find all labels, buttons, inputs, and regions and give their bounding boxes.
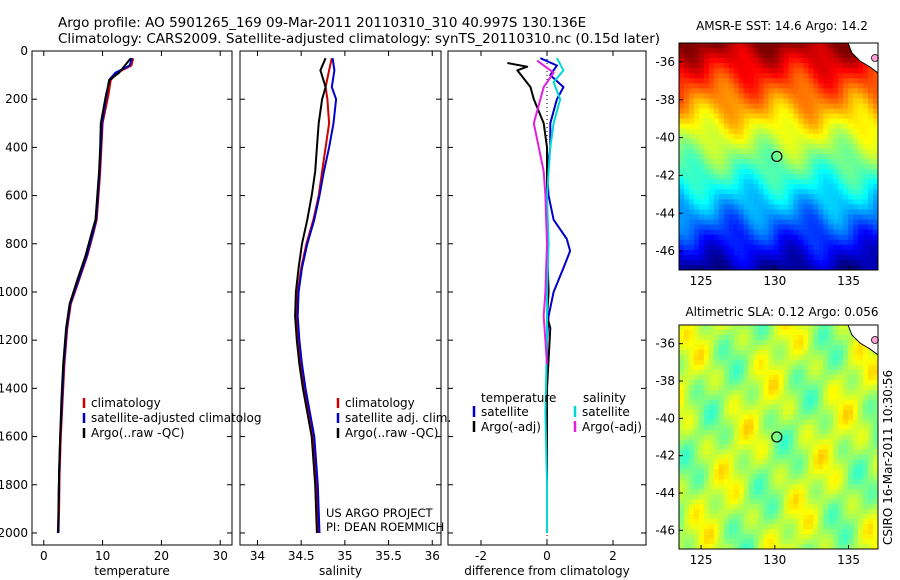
series-salinity-satellite: [544, 57, 565, 533]
series-argo-raw-qc-: [294, 57, 327, 534]
map-y-tick-label: -38: [655, 374, 675, 388]
legend-label-climatology: climatology: [91, 396, 161, 410]
coastline: [847, 43, 878, 74]
legend-label-argo: Argo(..raw -QC): [91, 426, 184, 440]
map-x-tick-label: 125: [690, 553, 713, 567]
legend-label-climatology: climatology: [345, 396, 415, 410]
temperature-plot: 0 10 20 30 0 200 400 600 800 1000 1200 1400 1600 1800…: [0, 44, 233, 578]
temperature-legend: climatology satellite-adjusted climatolo…: [82, 396, 261, 440]
map-x-tick-label: 130: [763, 274, 786, 288]
y-tick-label: 200: [5, 92, 28, 106]
map-frame: [678, 42, 879, 271]
legend-label-sal-satellite: satellite: [582, 405, 630, 419]
map-y-tick-label: -44: [655, 206, 675, 220]
figure-title-line2: Climatology: CARS2009. Satellite-adjuste…: [58, 31, 660, 47]
map-y-tick-label: -46: [655, 244, 675, 258]
timestamp-stamp: CSIRO 16-Mar-2011 10:30:56: [881, 370, 895, 545]
x-tick-label: 10: [95, 549, 110, 563]
series-argo-raw-qc-: [56, 57, 132, 534]
y-tick-label: 1400: [0, 381, 28, 395]
x-tick-label: 2: [609, 549, 617, 563]
plot-frame: [31, 50, 233, 546]
x-axis-label: salinity: [319, 564, 362, 578]
difference-legend: temperature satellite Argo(-adj) salinit…: [472, 391, 642, 434]
y-tick-label: 1200: [0, 333, 28, 347]
series-satellite-adj-clim-: [296, 58, 338, 534]
reference-marker: [871, 336, 879, 344]
x-tick-label: -2: [475, 549, 487, 563]
x-tick-label: 34: [250, 549, 265, 563]
x-tick-label: 34.5: [288, 549, 315, 563]
credit-project: US ARGO PROJECT: [326, 506, 434, 520]
sst-field: [679, 43, 878, 270]
x-tick-label: 0: [543, 549, 551, 563]
legend-label-sal-argo: Argo(-adj): [582, 420, 642, 434]
x-tick-label: 20: [154, 549, 169, 563]
sla-field: [679, 325, 878, 549]
x-tick-label: 36: [425, 549, 440, 563]
series-salinity-argo-adj-: [532, 59, 555, 365]
map-y-tick-label: -40: [655, 131, 675, 145]
y-tick-label: 800: [5, 237, 28, 251]
map-x-tick-label: 135: [837, 274, 860, 288]
y-tick-label: 0: [20, 44, 28, 58]
salinity-legend: climatology satellite adj. clim. Argo(..…: [336, 396, 451, 440]
map-x-tick-label: 125: [690, 274, 713, 288]
legend-label-temp-argo: Argo(-adj): [481, 420, 541, 434]
series-climatology: [57, 57, 135, 534]
map-x-tick-label: 130: [763, 553, 786, 567]
figure-title-line1: Argo profile: AO 5901265_169 09-Mar-2011…: [58, 15, 586, 31]
x-tick-label: 35: [337, 549, 352, 563]
argo-float-position: [771, 431, 783, 443]
legend-label-argo: Argo(..raw -QC): [345, 426, 438, 440]
x-tick-label: 0: [40, 549, 48, 563]
legend-label-satellite-adjusted: satellite-adjusted climatolog: [91, 411, 261, 425]
y-tick-label: 600: [5, 189, 28, 203]
y-tick-label: 1600: [0, 430, 28, 444]
map-x-tick-label: 135: [837, 553, 860, 567]
legend-label-temp-satellite: satellite: [481, 405, 529, 419]
sla-map-title: Altimetric SLA: 0.12 Argo: 0.056: [685, 305, 878, 319]
credit-pi: PI: DEAN ROEMMICH: [326, 520, 444, 534]
map-y-tick-label: -36: [655, 55, 675, 69]
map-y-tick-label: -44: [655, 486, 675, 500]
map-y-tick-label: -42: [655, 168, 675, 182]
y-tick-label: 1800: [0, 478, 28, 492]
map-y-tick-label: -36: [655, 337, 675, 351]
sla-map: 125 130 135 -36 -38 -40 -42 -44 -46: [655, 324, 879, 567]
series-satellite-adjusted-climatolog: [57, 57, 133, 533]
map-y-tick-label: -40: [655, 411, 675, 425]
coastline: [847, 325, 878, 356]
salinity-plot: 34 34.5 35 35.5 36 salinity: [239, 50, 442, 578]
y-tick-label: 400: [5, 140, 28, 154]
legend-header-salinity: salinity: [583, 391, 626, 405]
sst-map-title: AMSR-E SST: 14.6 Argo: 14.2: [696, 19, 868, 33]
map-y-tick-label: -38: [655, 93, 675, 107]
legend-label-satellite-adj: satellite adj. clim.: [345, 411, 451, 425]
series-temperature-argo-adj-: [507, 62, 552, 533]
reference-marker: [871, 54, 879, 62]
y-tick-label: 1000: [0, 285, 28, 299]
y-tick-label: 2000: [0, 526, 28, 540]
plot-frame: [239, 50, 442, 546]
map-y-tick-label: -42: [655, 449, 675, 463]
map-y-tick-label: -46: [655, 523, 675, 537]
x-tick-label: 30: [213, 549, 228, 563]
x-axis-label: temperature: [94, 564, 169, 578]
x-axis-label: difference from climatology: [464, 564, 630, 578]
legend-header-temperature: temperature: [481, 391, 556, 405]
argo-float-position: [771, 150, 783, 163]
sst-map: 125 130 135 -36 -38 -40 -42 -44 -46: [655, 42, 879, 288]
x-tick-label: 35.5: [375, 549, 402, 563]
map-frame: [678, 324, 879, 550]
